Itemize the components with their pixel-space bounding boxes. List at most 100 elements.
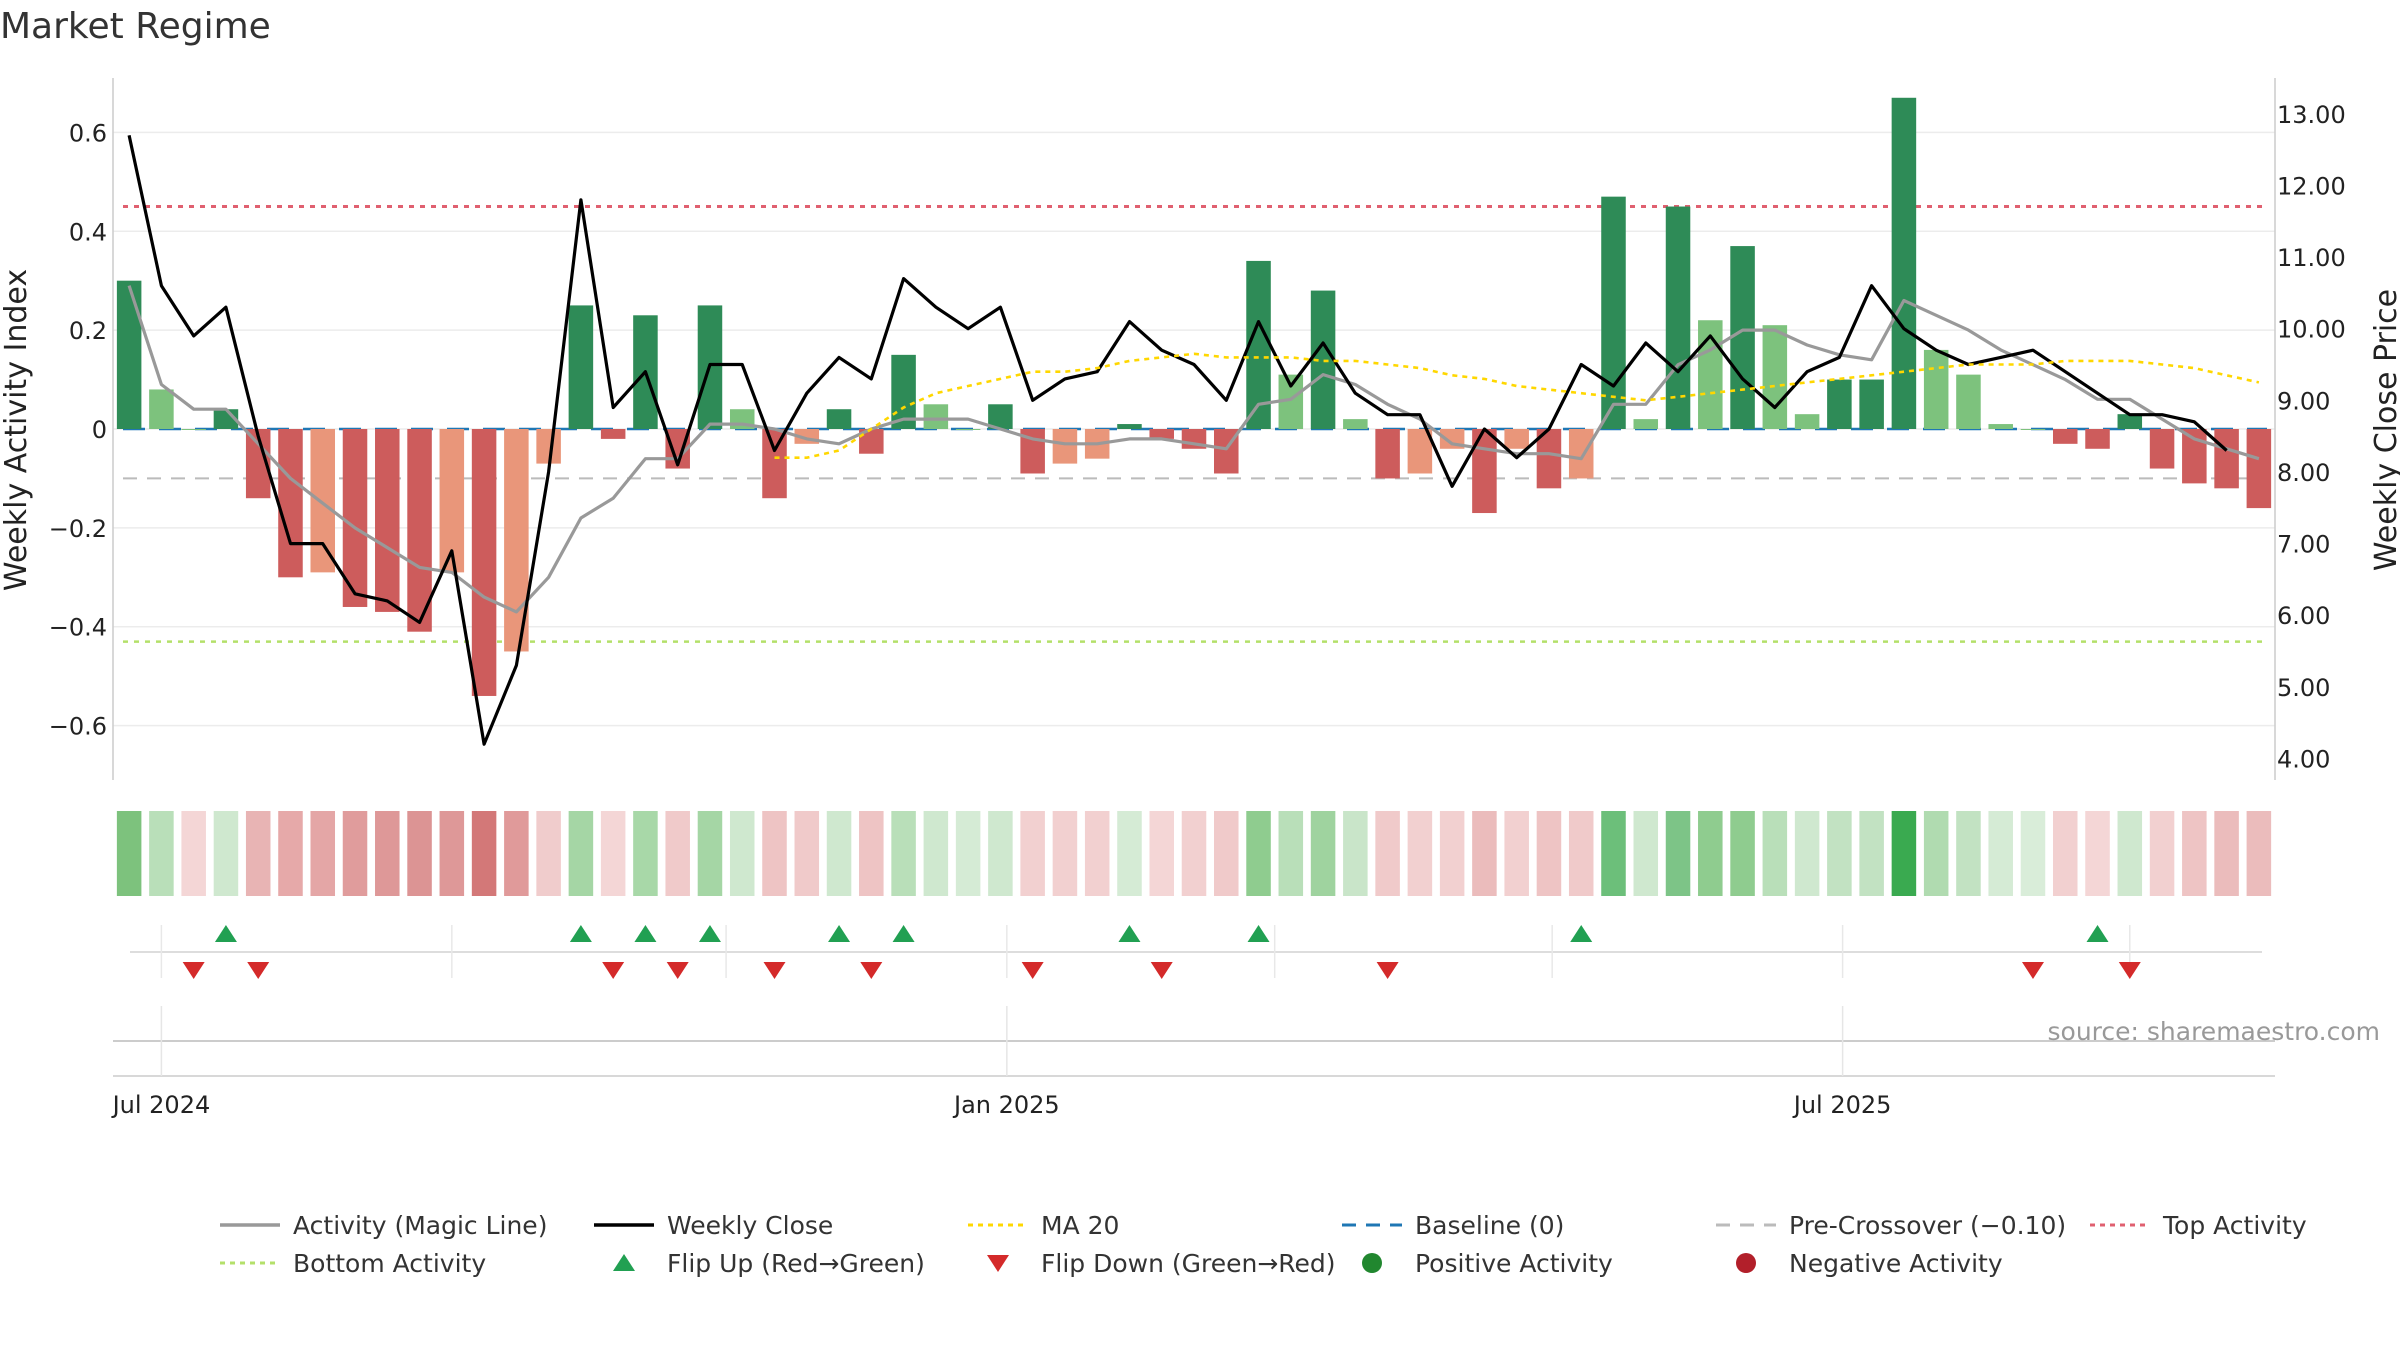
regime-cell (1149, 811, 1174, 896)
flip-down-marker (1150, 962, 1173, 979)
regime-cell (568, 811, 594, 896)
regime-cell (762, 811, 787, 896)
activity-bar (375, 429, 400, 612)
right-tick-label: 5.00 (2277, 674, 2330, 702)
regime-cell (471, 811, 497, 896)
regime-cell (1246, 811, 1271, 896)
flip-down-marker (182, 962, 205, 979)
regime-cell (245, 811, 271, 896)
activity-bar (536, 429, 561, 464)
activity-bar (762, 429, 787, 499)
activity-bar (568, 305, 594, 429)
regime-cell (955, 811, 981, 896)
regime-cell (633, 811, 658, 896)
regime-cell (504, 811, 529, 896)
series-line (127, 134, 2228, 746)
regime-cell (1988, 811, 2013, 896)
activity-bar (891, 354, 916, 429)
flip-up-marker (2086, 925, 2109, 942)
activity-bar (1859, 379, 1884, 429)
series-line (774, 352, 2260, 460)
activity-bar (1794, 414, 1820, 429)
activity-bar (2246, 429, 2272, 509)
regime-cell (407, 811, 432, 896)
activity-bar (923, 404, 949, 429)
flip-up-marker (698, 925, 721, 942)
activity-bar (826, 409, 852, 429)
left-tick-label: 0.4 (69, 218, 107, 246)
regime-cell (213, 811, 239, 896)
regime-cell (794, 811, 820, 896)
legend-swatch (613, 1254, 635, 1271)
right-tick-label: 7.00 (2277, 531, 2330, 559)
flip-down-marker (666, 962, 689, 979)
regime-cell (439, 811, 465, 896)
x-tick-label: Jul 2025 (1792, 1091, 1892, 1119)
regime-cell (1665, 811, 1691, 896)
flip-down-marker (1376, 962, 1399, 979)
activity-bar (1536, 429, 1562, 489)
flip-markers (130, 925, 2262, 979)
regime-cell (310, 811, 336, 896)
regime-cell (2117, 811, 2143, 896)
regime-cell (988, 811, 1013, 896)
legend-label: Flip Down (Green→Red) (1041, 1249, 1336, 1278)
flip-down-marker (602, 962, 625, 979)
left-axis-label: Weekly Activity Index (0, 269, 34, 591)
activity-bar (600, 429, 626, 439)
regime-cell (1407, 811, 1433, 896)
regime-cell (1601, 811, 1626, 896)
regime-cell (1923, 811, 1949, 896)
legend-swatch (987, 1255, 1009, 1272)
regime-cell (1343, 811, 1368, 896)
series-lines (127, 134, 2260, 746)
legend-label: Flip Up (Red→Green) (667, 1249, 925, 1278)
activity-bar (1988, 424, 2013, 429)
regime-cell (1052, 811, 1078, 896)
bottom-timeline: Jul 2024 Jan 2025 Jul 2025 (111, 1006, 2275, 1119)
chart-title: Market Regime (0, 6, 271, 47)
regime-cell (1827, 811, 1852, 896)
regime-cell (1536, 811, 1562, 896)
activity-bar (149, 389, 174, 429)
activity-bar (471, 429, 497, 696)
regime-cell (181, 811, 206, 896)
regime-cell (2149, 811, 2175, 896)
axes: 0.6 0.4 0.2 0 −0.2 −0.4 −0.6 13.00 12.00 11.00 10.… (49, 78, 2346, 780)
activity-bar (407, 429, 432, 632)
right-axis-label: Weekly Close Price (2369, 289, 2400, 571)
legend-label: Activity (Magic Line) (293, 1211, 547, 1240)
activity-bar (1762, 325, 1788, 429)
left-tick-label: 0.2 (69, 317, 107, 345)
legend: Activity (Magic Line) Weekly Close MA 20 Ba… (220, 1211, 2307, 1278)
legend-label: Pre-Crossover (−0.10) (1789, 1211, 2066, 1240)
regime-cell (1214, 811, 1239, 896)
activity-bar (310, 429, 336, 573)
regime-cell (1117, 811, 1142, 896)
legend-label: Positive Activity (1415, 1249, 1613, 1278)
flip-up-marker (214, 925, 237, 942)
regime-cell (1375, 811, 1400, 896)
regime-cell (1762, 811, 1788, 896)
activity-bar (278, 429, 303, 578)
flip-down-marker (2021, 962, 2044, 979)
regime-cell (375, 811, 400, 896)
right-tick-label: 13.00 (2277, 101, 2346, 129)
legend-label: Baseline (0) (1415, 1211, 1564, 1240)
regime-cell (2214, 811, 2239, 896)
regime-cell (1310, 811, 1336, 896)
activity-bar (116, 280, 142, 429)
regime-cell (891, 811, 916, 896)
regime-cell (600, 811, 626, 896)
right-tick-label: 6.00 (2277, 602, 2330, 630)
activity-bar (1343, 419, 1368, 429)
activity-bar (2085, 429, 2110, 449)
left-tick-label: −0.2 (49, 515, 107, 543)
activity-bar (1633, 419, 1659, 429)
flip-up-marker (569, 925, 592, 942)
activity-bar (1601, 196, 1626, 429)
regime-cell (665, 811, 690, 896)
regime-cell (1439, 811, 1465, 896)
left-tick-label: 0 (92, 416, 107, 444)
regime-cell (2052, 811, 2078, 896)
